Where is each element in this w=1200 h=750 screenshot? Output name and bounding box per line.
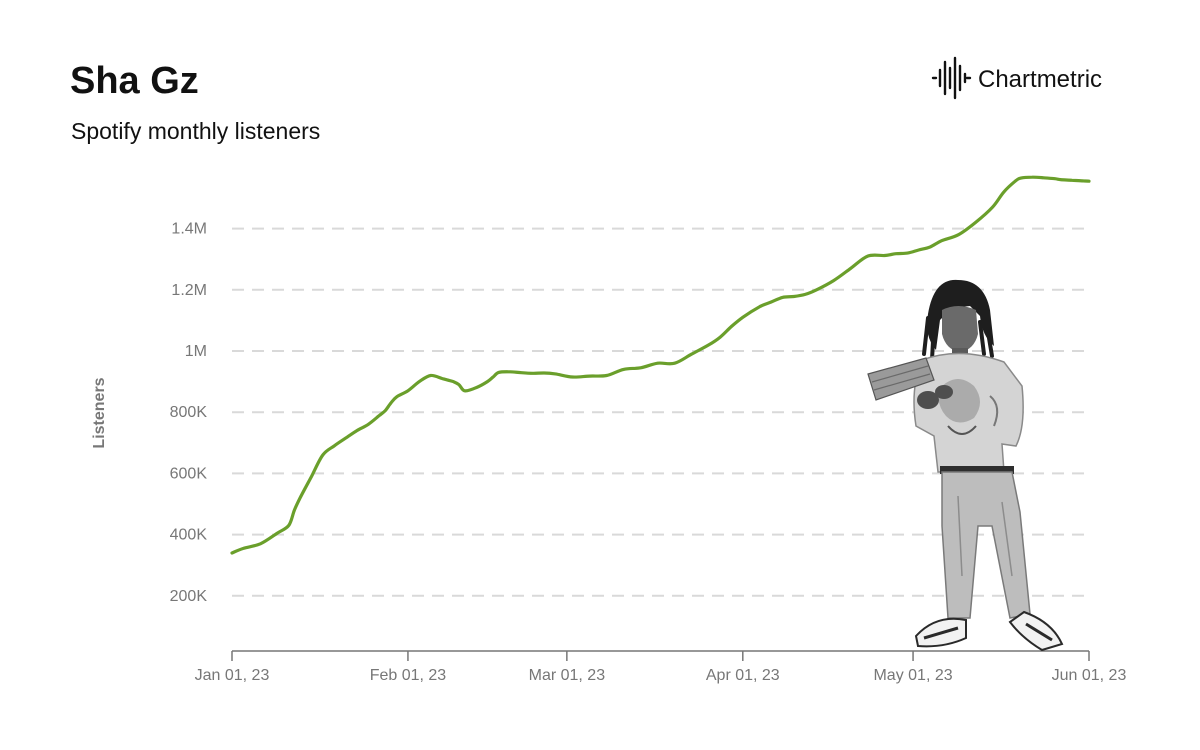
x-tick-label: Feb 01, 23 [370, 667, 447, 684]
y-tick-label: 200K [170, 588, 208, 605]
x-tick-label: Jun 01, 23 [1052, 667, 1127, 684]
y-tick-label: 1M [185, 343, 207, 360]
x-tick-label: Mar 01, 23 [529, 667, 606, 684]
x-tick-label: Jan 01, 23 [195, 667, 270, 684]
page-title: Sha Gz [70, 60, 199, 102]
x-tick-label: Apr 01, 23 [706, 667, 780, 684]
y-tick-label: 800K [170, 404, 208, 421]
artist-figure [867, 279, 1064, 652]
x-tick-label: May 01, 23 [873, 667, 952, 684]
gridlines [232, 227, 1089, 597]
brand-logo[interactable]: Chartmetric [930, 56, 1103, 105]
chart-subtitle: Spotify monthly listeners [71, 118, 321, 144]
y-tick-label: 400K [170, 527, 208, 544]
y-axis-ticks: 200K 400K 600K 800K 1M 1.2M 1.4M [170, 221, 208, 605]
waveform-logo-icon [930, 56, 972, 105]
y-tick-label: 600K [170, 465, 208, 482]
x-axis: Jan 01, 23 Feb 01, 23 Mar 01, 23 Apr 01, 23… [195, 650, 1127, 684]
artist-photo [867, 279, 1064, 652]
brand-name: Chartmetric [978, 66, 1103, 93]
listeners-line [230, 175, 1091, 555]
y-tick-label: 1.4M [171, 221, 207, 238]
y-tick-label: 1.2M [171, 282, 207, 299]
